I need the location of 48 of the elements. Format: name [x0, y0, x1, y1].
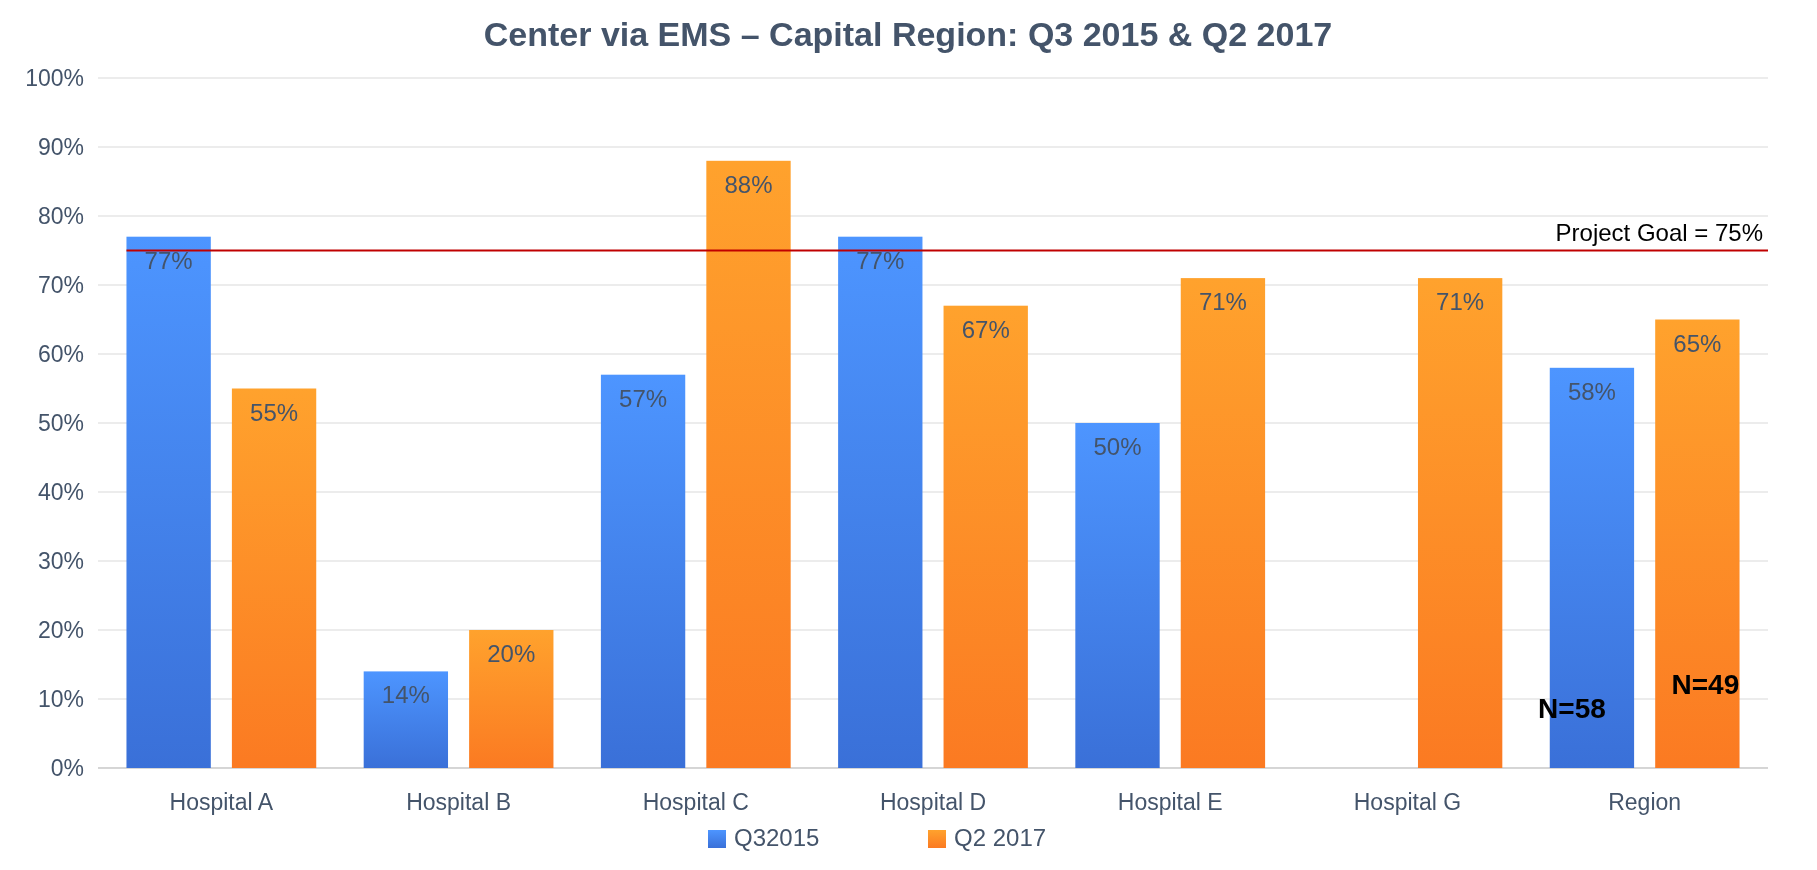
- data-label: 77%: [144, 246, 193, 274]
- y-tick-label: 70%: [37, 272, 84, 298]
- bar: [1655, 319, 1740, 768]
- bar: [126, 236, 211, 768]
- bar: [838, 236, 923, 768]
- data-label: 50%: [1093, 433, 1142, 460]
- annotation: N=49: [1671, 669, 1740, 700]
- bar: [231, 388, 317, 768]
- y-tick-label: 20%: [37, 617, 84, 643]
- y-tick-label: 60%: [37, 341, 84, 367]
- bar: [1075, 423, 1160, 768]
- x-tick-label: Region: [1608, 789, 1682, 815]
- x-tick-label: Hospital G: [1353, 789, 1462, 815]
- y-tick-label: 90%: [37, 134, 84, 160]
- y-tick-label: 40%: [37, 479, 84, 505]
- x-tick-label: Hospital B: [406, 789, 511, 815]
- chart-title: Center via EMS – Capital Region: Q3 2015 & Q2 2017: [483, 15, 1333, 53]
- y-tick-label: 80%: [37, 203, 84, 229]
- x-tick-label: Hospital D: [879, 789, 987, 815]
- y-tick-label: 30%: [37, 548, 84, 574]
- data-label: 57%: [619, 384, 668, 412]
- bar: [706, 160, 791, 768]
- data-label: 20%: [487, 640, 536, 667]
- bar: [943, 305, 1028, 768]
- data-label: 71%: [1436, 288, 1485, 316]
- data-label: 88%: [724, 170, 773, 198]
- legend-label: Q32015: [734, 824, 820, 851]
- y-tick-label: 50%: [37, 410, 84, 436]
- bar: [600, 374, 686, 768]
- y-tick-label: 0%: [50, 755, 84, 781]
- bar: [469, 630, 554, 768]
- y-tick-label: 100%: [25, 65, 84, 91]
- x-tick-label: Hospital A: [169, 789, 274, 815]
- data-label: 77%: [856, 246, 905, 274]
- data-label: 67%: [961, 315, 1010, 343]
- data-label: 71%: [1198, 288, 1247, 316]
- legend-label: Q2 2017: [954, 824, 1047, 851]
- ref-line-label: Project Goal = 75%: [1555, 218, 1763, 246]
- x-tick-label: Hospital E: [1117, 789, 1223, 815]
- x-tick-label: Hospital C: [642, 789, 749, 815]
- data-label: 14%: [381, 681, 430, 709]
- bar: [1417, 278, 1503, 768]
- bar: [1180, 278, 1266, 768]
- data-label: 58%: [1567, 377, 1616, 405]
- data-label: 55%: [250, 398, 299, 426]
- bar: [363, 671, 449, 768]
- y-tick-label: 10%: [37, 686, 84, 712]
- data-label: 65%: [1673, 329, 1722, 357]
